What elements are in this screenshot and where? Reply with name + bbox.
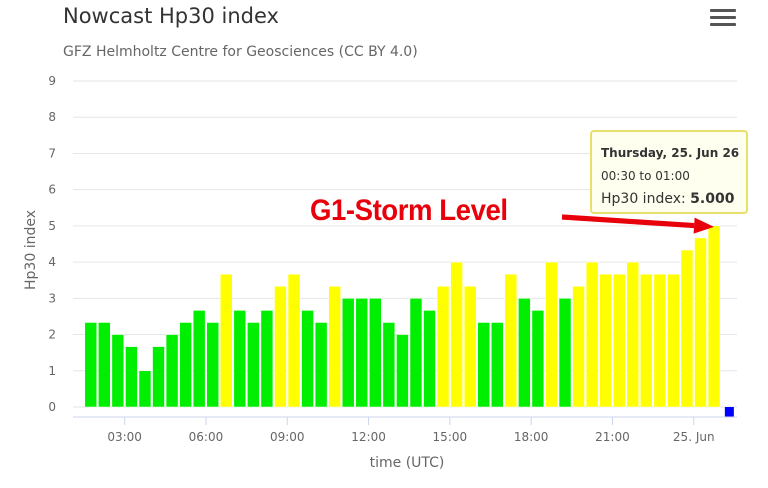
x-tick-label: 12:00 — [351, 430, 386, 444]
bar — [287, 273, 301, 408]
x-tick-label: 25. Jun — [673, 430, 715, 444]
bar — [396, 334, 409, 408]
y-tick-label: 1 — [48, 364, 56, 378]
bar — [138, 370, 152, 408]
bar — [599, 273, 612, 408]
bar — [192, 310, 206, 408]
bar — [613, 273, 626, 408]
bar — [179, 322, 192, 408]
x-tick-label: 06:00 — [189, 430, 224, 444]
bar — [260, 310, 274, 408]
annotation-arrow-shaft — [561, 214, 695, 229]
bar — [111, 334, 125, 408]
tooltip-date: Thursday, 25. Jun 26 — [601, 146, 740, 160]
bar — [355, 298, 368, 408]
bar — [667, 273, 680, 408]
bar — [165, 334, 179, 408]
y-tick-label: 4 — [48, 255, 56, 269]
bar — [125, 346, 138, 408]
x-tick-label: 09:00 — [270, 430, 305, 444]
chart-tooltip: Thursday, 25. Jun 26 00:30 to 01:00 Hp30… — [590, 130, 748, 214]
bar — [247, 322, 260, 408]
bar — [423, 310, 436, 408]
bar — [436, 286, 450, 408]
bar — [707, 225, 721, 408]
bar — [206, 322, 219, 408]
y-tick-label: 7 — [48, 146, 56, 160]
y-tick-label: 3 — [48, 291, 56, 305]
y-tick-label: 2 — [48, 328, 56, 342]
bar — [342, 298, 355, 408]
y-tick-label: 9 — [48, 74, 56, 88]
y-tick-label: 5 — [48, 219, 56, 233]
annotation-arrow — [561, 214, 715, 234]
bar — [640, 273, 653, 408]
bar — [152, 346, 165, 408]
bar — [680, 249, 694, 408]
bar-series — [84, 225, 734, 417]
y-tick-label: 0 — [48, 400, 56, 414]
bar — [585, 261, 599, 408]
bar — [382, 322, 396, 408]
bar — [477, 322, 490, 408]
y-tick-label: 8 — [48, 110, 56, 124]
tooltip-value: 5.000 — [690, 191, 735, 207]
current-interval-marker — [724, 407, 734, 417]
bar — [694, 237, 707, 408]
bar — [274, 286, 287, 408]
bar — [369, 298, 382, 408]
annotation-arrow-head — [693, 217, 715, 234]
y-axis-ticks: 0 1 2 3 4 5 6 7 8 9 — [48, 74, 56, 414]
bar — [558, 298, 572, 408]
bar — [626, 261, 639, 408]
bar — [233, 310, 247, 408]
bar — [409, 298, 423, 408]
bar — [328, 286, 341, 408]
hamburger-menu-icon[interactable] — [710, 9, 736, 31]
bar — [504, 273, 518, 408]
bar — [220, 273, 233, 408]
x-axis-title: time (UTC) — [370, 455, 445, 471]
bar — [653, 273, 667, 408]
bar — [545, 261, 558, 408]
bar — [572, 286, 585, 408]
tooltip-value-line: Hp30 index: 5.000 — [601, 191, 734, 207]
y-axis-title: Hp30 index — [23, 210, 39, 290]
storm-level-annotation: G1-Storm Level — [310, 194, 508, 227]
bar — [98, 322, 111, 408]
bar — [463, 286, 477, 408]
x-axis: 03:00 06:00 09:00 12:00 15:00 18:00 21:00 25. J… — [73, 416, 737, 444]
bar — [518, 298, 531, 408]
x-tick-label: 15:00 — [433, 430, 468, 444]
bar — [491, 322, 504, 408]
tooltip-time-range: 00:30 to 01:00 — [601, 169, 690, 183]
tooltip-value-label: Hp30 index: — [601, 191, 691, 207]
y-tick-label: 6 — [48, 183, 56, 197]
bar — [531, 310, 545, 408]
bar — [314, 322, 328, 408]
bar — [84, 322, 98, 408]
x-tick-label: 18:00 — [514, 430, 549, 444]
x-tick-label: 21:00 — [595, 430, 630, 444]
chart-title: Nowcast Hp30 index — [63, 4, 279, 28]
x-tick-label: 03:00 — [107, 430, 142, 444]
chart-subtitle: GFZ Helmholtz Centre for Geosciences (CC… — [63, 44, 418, 60]
bar — [301, 310, 314, 408]
bar — [450, 261, 463, 408]
